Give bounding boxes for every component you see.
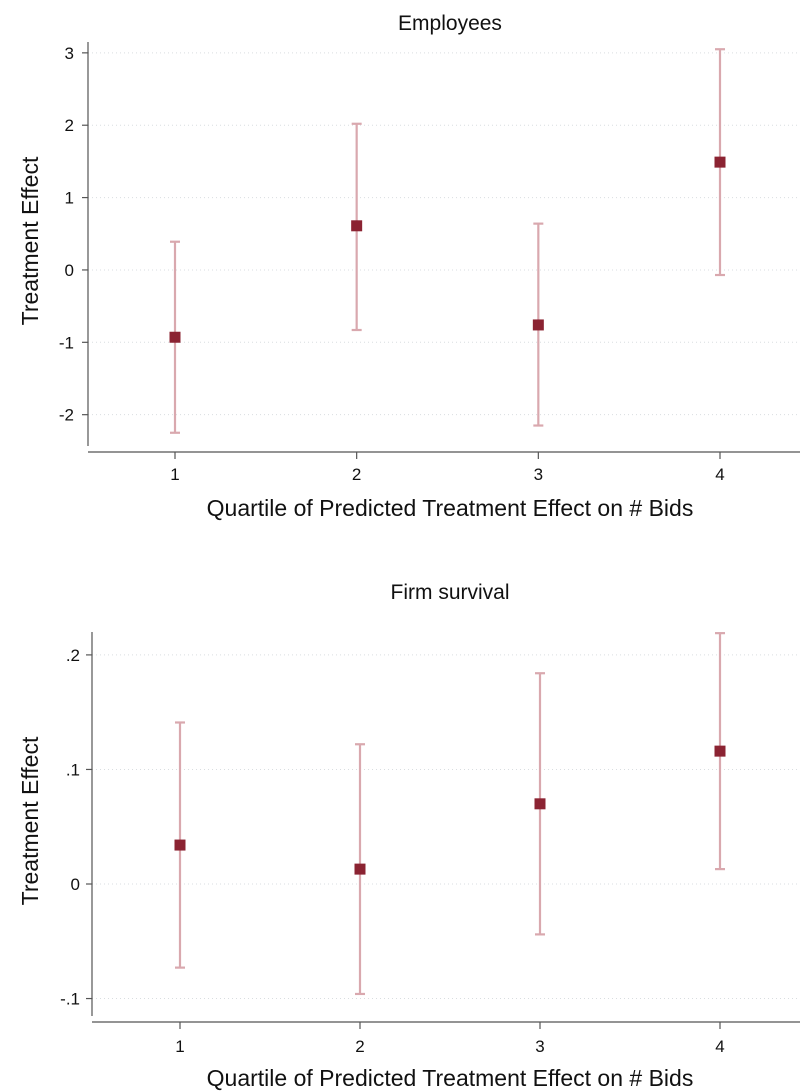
x-tick-label: 3 xyxy=(534,465,543,484)
point-estimate-marker xyxy=(714,156,726,168)
panel-title: Employees xyxy=(398,12,502,35)
x-tick-label: 3 xyxy=(535,1037,544,1056)
y-tick-label: .2 xyxy=(66,646,80,665)
point-estimate-marker xyxy=(714,745,726,757)
y-tick-label: 2 xyxy=(65,116,74,135)
y-axis-label: Treatment Effect xyxy=(17,156,43,325)
point-estimate-marker xyxy=(351,220,363,232)
x-axis-label: Quartile of Predicted Treatment Effect o… xyxy=(207,495,694,521)
x-axis-label: Quartile of Predicted Treatment Effect o… xyxy=(207,1065,694,1091)
x-tick-label: 2 xyxy=(352,465,361,484)
y-tick-label: -1 xyxy=(59,333,74,352)
point-estimate-marker xyxy=(532,319,544,331)
x-tick-label: 4 xyxy=(715,1037,724,1056)
y-tick-label: 3 xyxy=(65,44,74,63)
firm-survival-panel: Firm survival Treatment Effect Quartile … xyxy=(17,581,800,1091)
point-estimate-marker xyxy=(354,863,366,875)
x-tick-label: 1 xyxy=(175,1037,184,1056)
y-tick-label: -2 xyxy=(59,406,74,425)
point-estimate-marker xyxy=(534,798,546,810)
y-tick-label: 1 xyxy=(65,189,74,208)
y-tick-label: -.1 xyxy=(60,990,80,1009)
y-tick-label: .1 xyxy=(66,760,80,779)
x-tick-label: 4 xyxy=(715,465,724,484)
y-tick-label: 0 xyxy=(71,875,80,894)
point-estimate-marker xyxy=(169,331,181,343)
panel-title: Firm survival xyxy=(391,581,510,604)
y-axis-label: Treatment Effect xyxy=(17,736,43,905)
x-tick-label: 2 xyxy=(355,1037,364,1056)
point-estimate-marker xyxy=(174,839,186,851)
x-tick-label: 1 xyxy=(170,465,179,484)
employees-panel: Employees Treatment Effect Quartile of P… xyxy=(17,12,800,521)
y-tick-label: 0 xyxy=(65,261,74,280)
